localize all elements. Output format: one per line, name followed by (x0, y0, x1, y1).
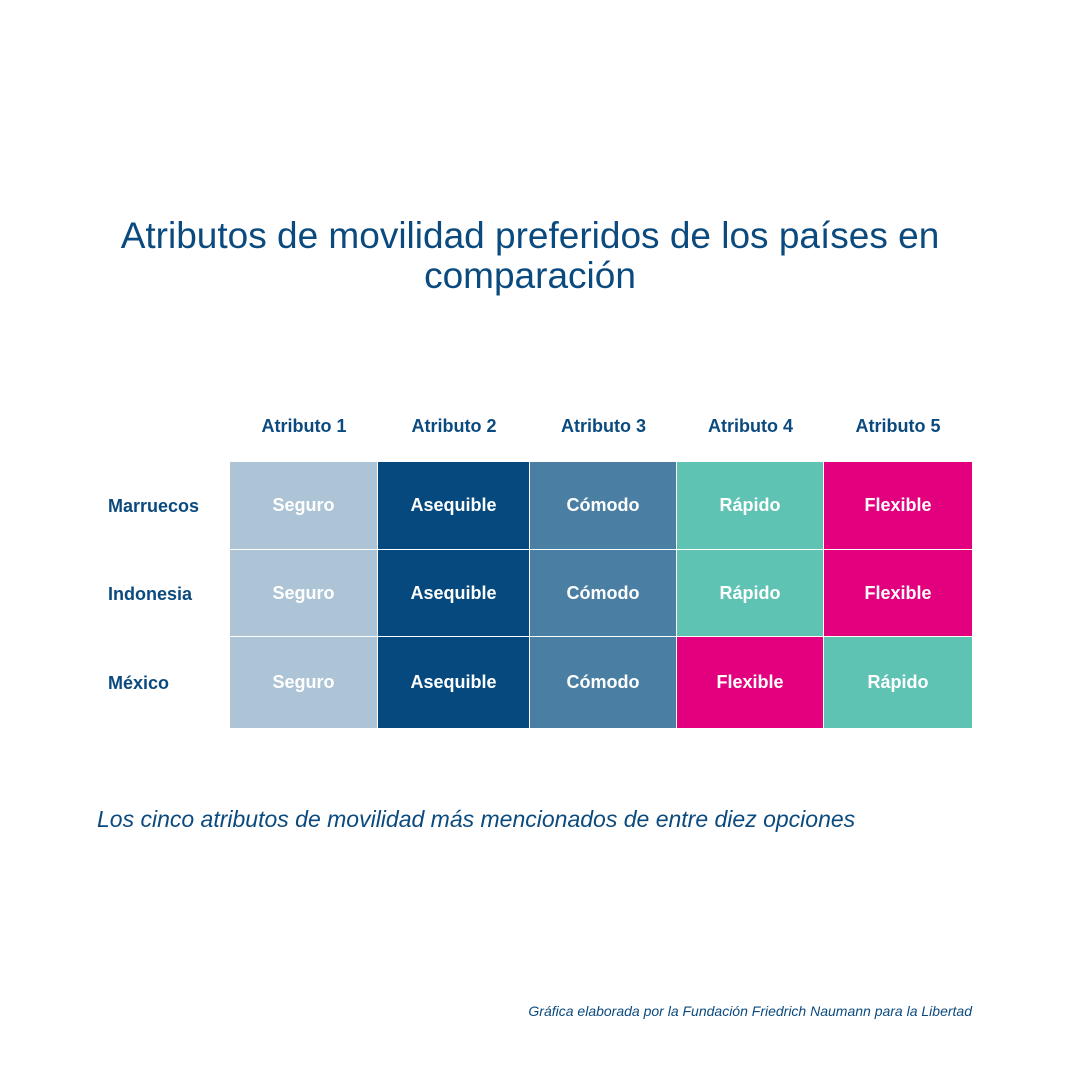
table-cell: Cómodo (530, 462, 677, 550)
row-label-country: Indonesia (108, 583, 193, 604)
column-header: Atributo 5 (855, 416, 941, 436)
table-cell: Asequible (378, 550, 530, 637)
column-header: Atributo 1 (261, 416, 347, 436)
column-header: Atributo 3 (561, 416, 646, 436)
table-cell: Flexible (824, 462, 972, 550)
table-cell: Seguro (230, 637, 378, 728)
column-header: Atributo 4 (708, 416, 793, 436)
source-credit: Gráfica elaborada por la Fundación Fried… (528, 1003, 972, 1019)
column-header: Atributo 2 (411, 416, 497, 436)
table-cell: Asequible (378, 637, 530, 728)
table-cell: Cómodo (530, 637, 677, 728)
table-cell: Rápido (824, 637, 972, 728)
row-label-country: México (108, 672, 170, 693)
table-cell: Rápido (677, 462, 824, 550)
chart-title: Atributos de movilidad preferidos de los… (120, 215, 940, 296)
row-label-country: Marruecos (108, 496, 200, 516)
table-cell: Asequible (378, 462, 530, 550)
chart-subtitle: Los cinco atributos de movilidad más men… (97, 806, 856, 832)
table-cell: Cómodo (530, 550, 677, 637)
table-cell: Rápido (677, 550, 824, 637)
table-cell: Seguro (230, 550, 378, 637)
table-cell: Seguro (230, 462, 378, 550)
table-cell: Flexible (824, 550, 972, 637)
table-cell: Flexible (677, 637, 824, 728)
